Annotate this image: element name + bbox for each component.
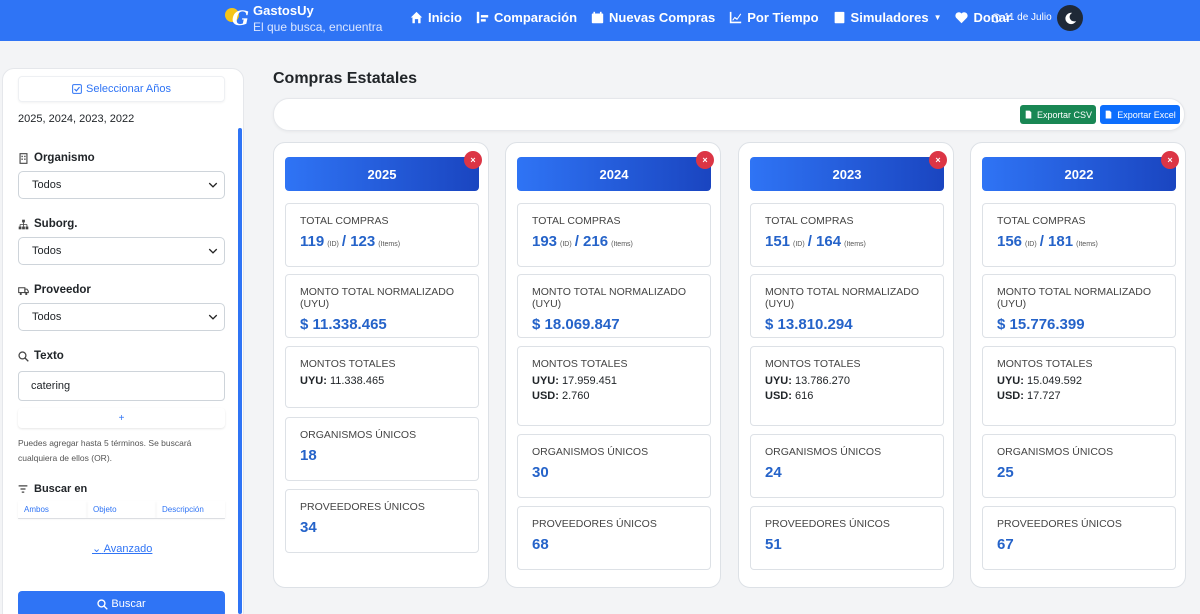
- proveedores-unicos-card: PROVEEDORES ÚNICOS 68: [517, 506, 711, 570]
- brand[interactable]: G GastosUy El que busca, encuentra: [225, 4, 382, 34]
- proveedores-unicos-card: PROVEEDORES ÚNICOS 51: [750, 506, 944, 570]
- total-compras-card: TOTAL COMPRAS 156 (ID)/ 181 (Items): [982, 203, 1176, 267]
- year-column-2025: 2025 × TOTAL COMPRAS 119 (ID)/ 123 (Items)…: [273, 142, 489, 588]
- calendar-icon: [591, 11, 604, 23]
- organismo-label: Organismo: [18, 152, 95, 164]
- nav-comparacion[interactable]: Comparación: [476, 10, 577, 25]
- moon-icon: [1064, 12, 1076, 24]
- proveedores-unicos-card: PROVEEDORES ÚNICOS 34: [285, 489, 479, 553]
- year-header: 2025: [285, 157, 479, 191]
- date-display: 11 de Julio: [991, 12, 1052, 23]
- chevron-down-icon: ⌄: [92, 543, 102, 555]
- proveedor-select[interactable]: Todos: [18, 303, 225, 331]
- home-icon: [410, 11, 423, 23]
- advanced-link[interactable]: ⌄ Avanzado: [92, 543, 153, 555]
- organismo-select[interactable]: Todos: [18, 171, 225, 199]
- compare-icon: [476, 11, 489, 23]
- montos-totales-card: MONTOS TOTALES UYU: 11.338.465: [285, 346, 479, 408]
- chevron-down-icon: [208, 182, 218, 188]
- chevron-down-icon: [208, 248, 218, 254]
- nav-comparacion-label: Comparación: [493, 9, 578, 25]
- monto-normalizado-card: MONTO TOTAL NORMALIZADO (UYU) $ 18.069.8…: [517, 274, 711, 338]
- proveedor-label: Proveedor: [18, 284, 91, 296]
- suborg-select[interactable]: Todos: [18, 237, 225, 265]
- brand-logo-icon: G: [225, 6, 249, 30]
- remove-year-button[interactable]: ×: [696, 151, 714, 169]
- monto-normalizado-card: MONTO TOTAL NORMALIZADO (UYU) $ 13.810.2…: [750, 274, 944, 338]
- brand-name: GastosUy: [253, 3, 314, 18]
- filter-icon: [18, 485, 28, 493]
- year-column-2024: 2024 × TOTAL COMPRAS 193 (ID)/ 216 (Items)…: [505, 142, 721, 588]
- buscar-en-ambos[interactable]: Ambos: [18, 501, 87, 518]
- remove-year-button[interactable]: ×: [929, 151, 947, 169]
- year-header: 2023: [750, 157, 944, 191]
- navbar: G GastosUy El que busca, encuentra Inici…: [0, 0, 1200, 41]
- organismos-unicos-card: ORGANISMOS ÚNICOS 25: [982, 434, 1176, 498]
- checkbox-icon: [72, 84, 82, 94]
- building-icon: [19, 152, 28, 164]
- nav-inicio-label: Inicio: [428, 9, 462, 25]
- chevron-down-icon: ▼: [933, 12, 942, 22]
- theme-toggle-button[interactable]: [1057, 5, 1083, 31]
- truck-icon: [18, 286, 29, 295]
- export-csv-button[interactable]: Exportar CSV: [1020, 105, 1096, 124]
- montos-totales-card: MONTOS TOTALES UYU: 15.049.592 USD: 17.7…: [982, 346, 1176, 426]
- montos-totales-card: MONTOS TOTALES UYU: 13.786.270 USD: 616: [750, 346, 944, 426]
- nav-nuevas-compras-label: Nuevas Compras: [609, 9, 716, 25]
- remove-year-button[interactable]: ×: [1161, 151, 1179, 169]
- monto-normalizado-card: MONTO TOTAL NORMALIZADO (UYU) $ 15.776.3…: [982, 274, 1176, 338]
- total-compras-card: TOTAL COMPRAS 119 (ID)/ 123 (Items): [285, 203, 479, 267]
- search-icon: [97, 598, 109, 610]
- file-icon: [1105, 110, 1112, 119]
- clock-icon: [991, 12, 1001, 23]
- buscar-en-descripcion[interactable]: Descripción: [156, 501, 225, 518]
- select-years-button[interactable]: Seleccionar Años: [18, 76, 225, 102]
- search-icon: [18, 350, 29, 362]
- calculator-icon: [834, 11, 844, 23]
- nav-simuladores[interactable]: Simuladores ▼: [833, 9, 942, 25]
- organismos-unicos-card: ORGANISMOS ÚNICOS 30: [517, 434, 711, 498]
- nav-nuevas-compras[interactable]: Nuevas Compras: [591, 10, 715, 25]
- export-toolbar: Exportar CSV Exportar Excel: [273, 98, 1185, 131]
- monto-normalizado-card: MONTO TOTAL NORMALIZADO (UYU) $ 11.338.4…: [285, 274, 479, 338]
- heart-icon: [955, 11, 969, 23]
- brand-tagline: El que busca, encuentra: [253, 20, 383, 34]
- buscar-en-segmented: Ambos Objeto Descripción: [18, 501, 225, 519]
- buscar-en-label: Buscar en: [18, 483, 87, 495]
- hierarchy-icon: [18, 219, 29, 229]
- proveedores-unicos-card: PROVEEDORES ÚNICOS 67: [982, 506, 1176, 570]
- suborg-label: Suborg.: [18, 218, 77, 230]
- total-compras-card: TOTAL COMPRAS 193 (ID)/ 216 (Items): [517, 203, 711, 267]
- organismos-unicos-card: ORGANISMOS ÚNICOS 24: [750, 434, 944, 498]
- chart-icon: [730, 11, 742, 23]
- filter-sidebar: Seleccionar Años 2025, 2024, 2023, 2022 …: [2, 68, 244, 614]
- nav-simuladores-label: Simuladores: [850, 9, 929, 25]
- texto-label: Texto: [18, 350, 64, 362]
- year-column-2022: 2022 × TOTAL COMPRAS 156 (ID)/ 181 (Items)…: [970, 142, 1186, 588]
- chevron-down-icon: [208, 314, 218, 320]
- search-hint: Puedes agregar hasta 5 términos. Se busc…: [18, 438, 192, 463]
- nav-inicio[interactable]: Inicio: [410, 10, 462, 25]
- sidebar-scrollbar[interactable]: [238, 128, 242, 614]
- nav-por-tiempo[interactable]: Por Tiempo: [729, 9, 819, 25]
- select-years-label: Seleccionar Años: [86, 83, 171, 95]
- export-excel-button[interactable]: Exportar Excel: [1100, 105, 1180, 124]
- page-title: Compras Estatales: [273, 70, 418, 87]
- nav-links: Inicio Comparación Nuevas Compras Por Ti…: [410, 0, 1025, 34]
- nav-por-tiempo-label: Por Tiempo: [747, 9, 819, 25]
- total-compras-card: TOTAL COMPRAS 151 (ID)/ 164 (Items): [750, 203, 944, 267]
- year-column-2023: 2023 × TOTAL COMPRAS 151 (ID)/ 164 (Items)…: [738, 142, 954, 588]
- remove-year-button[interactable]: ×: [464, 151, 482, 169]
- year-header: 2024: [517, 157, 711, 191]
- add-term-button[interactable]: +: [18, 408, 225, 428]
- year-header: 2022: [982, 157, 1176, 191]
- selected-years-text: 2025, 2024, 2023, 2022: [18, 113, 135, 125]
- file-icon: [1025, 110, 1032, 119]
- texto-input[interactable]: catering: [18, 371, 225, 401]
- organismos-unicos-card: ORGANISMOS ÚNICOS 18: [285, 417, 479, 481]
- search-button[interactable]: Buscar: [18, 591, 225, 614]
- buscar-en-objeto[interactable]: Objeto: [87, 501, 156, 518]
- date-text: 11 de Julio: [1004, 12, 1052, 23]
- montos-totales-card: MONTOS TOTALES UYU: 17.959.451 USD: 2.76…: [517, 346, 711, 426]
